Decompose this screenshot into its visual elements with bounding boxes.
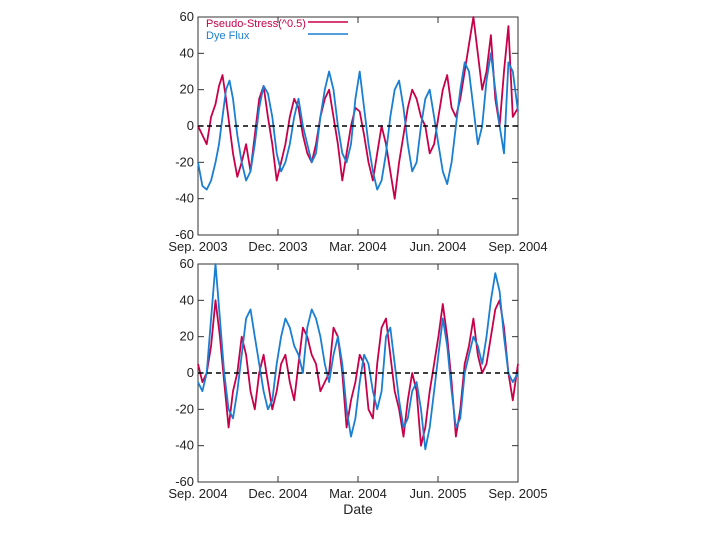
tick-labels: -60 -40 -20 0 20 40 60 Sep. 2003 Dec. 2003 Mar. 2… bbox=[168, 9, 547, 254]
tick-labels: -60 -40 -20 0 20 40 60 Sep. 2004 Dec. 2004 Mar. 2… bbox=[168, 256, 547, 501]
series-line-dye-flux bbox=[197, 52, 519, 191]
x-tick-label: Dec. 2003 bbox=[248, 239, 307, 254]
x-tick-label: Dec. 2004 bbox=[248, 486, 307, 501]
x-tick-label: Sep. 2003 bbox=[168, 239, 227, 254]
series-line-pseudo-stress bbox=[197, 299, 519, 447]
y-tick-label: -60 bbox=[175, 474, 194, 489]
y-tick-label: -20 bbox=[175, 154, 194, 169]
legend-label-dye-flux: Dye Flux bbox=[206, 30, 250, 42]
x-axis-title: Date bbox=[343, 501, 373, 517]
x-tick-label: Sep. 2004 bbox=[488, 239, 547, 254]
axis-ticks bbox=[197, 263, 519, 483]
x-tick-label: Sep. 2004 bbox=[168, 486, 227, 501]
x-tick-label: Mar. 2004 bbox=[329, 486, 387, 501]
y-tick-label: 20 bbox=[180, 82, 194, 97]
x-tick-label: Sep. 2005 bbox=[488, 486, 547, 501]
y-tick-label: 60 bbox=[180, 256, 194, 271]
y-tick-label: 40 bbox=[180, 45, 194, 60]
y-tick-label: -40 bbox=[175, 191, 194, 206]
y-tick-label: 40 bbox=[180, 292, 194, 307]
y-tick-label: -40 bbox=[175, 438, 194, 453]
series-layer bbox=[197, 263, 519, 451]
x-tick-label: Jun. 2004 bbox=[409, 239, 466, 254]
y-tick-label: -60 bbox=[175, 227, 194, 242]
y-tick-label: 20 bbox=[180, 329, 194, 344]
y-tick-label: 0 bbox=[187, 118, 194, 133]
y-tick-label: -20 bbox=[175, 401, 194, 416]
legend-label-pseudo-stress: Pseudo-Stress(^0.5) bbox=[206, 18, 306, 30]
legend: Pseudo-Stress(^0.5) Dye Flux bbox=[206, 18, 348, 42]
chart-bottom: -60 -40 -20 0 20 40 60 Sep. 2004 Dec. 2004 Mar. 2… bbox=[168, 256, 547, 517]
x-tick-label: Jun. 2005 bbox=[409, 486, 466, 501]
y-tick-label: 0 bbox=[187, 365, 194, 380]
y-tick-label: 60 bbox=[180, 9, 194, 24]
series-layer bbox=[197, 16, 519, 200]
chart-top: -60 -40 -20 0 20 40 60 Sep. 2003 Dec. 2003 Mar. 2… bbox=[168, 9, 547, 254]
x-tick-label: Mar. 2004 bbox=[329, 239, 387, 254]
series-line-dye-flux bbox=[197, 263, 519, 451]
